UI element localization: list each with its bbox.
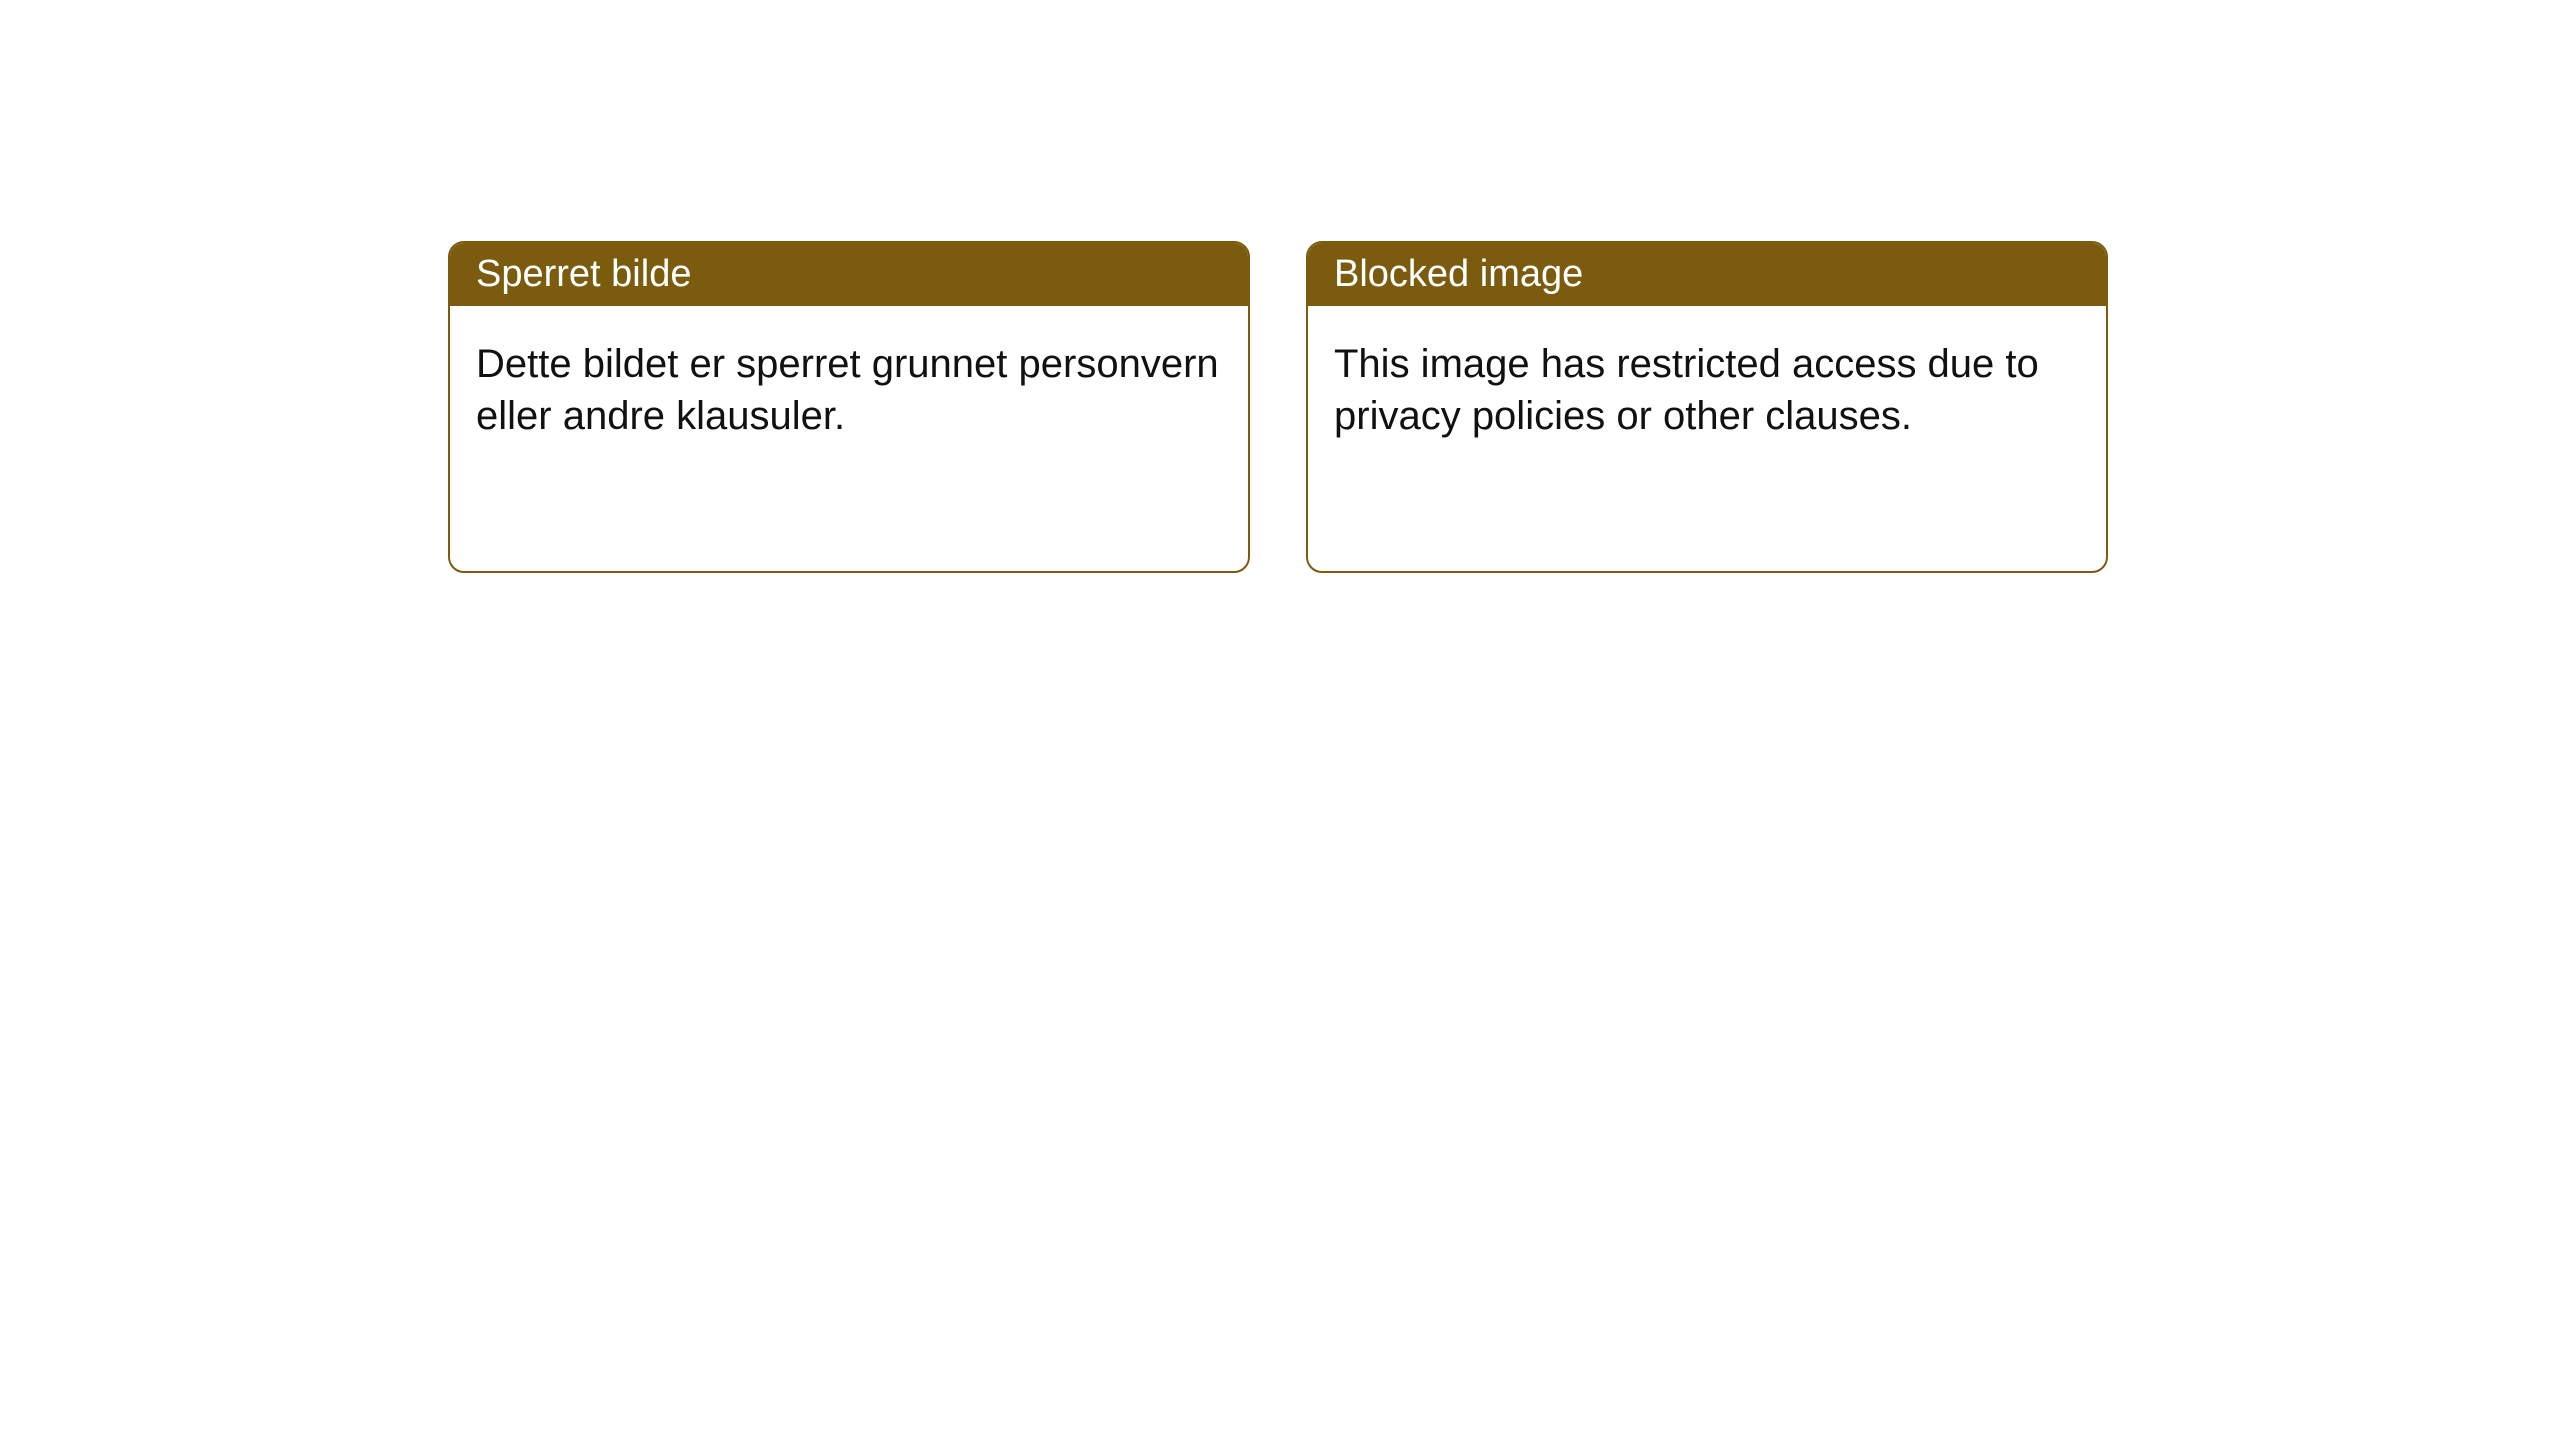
notice-title-norwegian: Sperret bilde bbox=[450, 243, 1248, 306]
notice-body-norwegian: Dette bildet er sperret grunnet personve… bbox=[450, 306, 1248, 474]
notice-box-norwegian: Sperret bilde Dette bildet er sperret gr… bbox=[448, 241, 1250, 573]
notice-container: Sperret bilde Dette bildet er sperret gr… bbox=[448, 241, 2108, 573]
notice-title-english: Blocked image bbox=[1308, 243, 2106, 306]
notice-box-english: Blocked image This image has restricted … bbox=[1306, 241, 2108, 573]
notice-body-english: This image has restricted access due to … bbox=[1308, 306, 2106, 474]
